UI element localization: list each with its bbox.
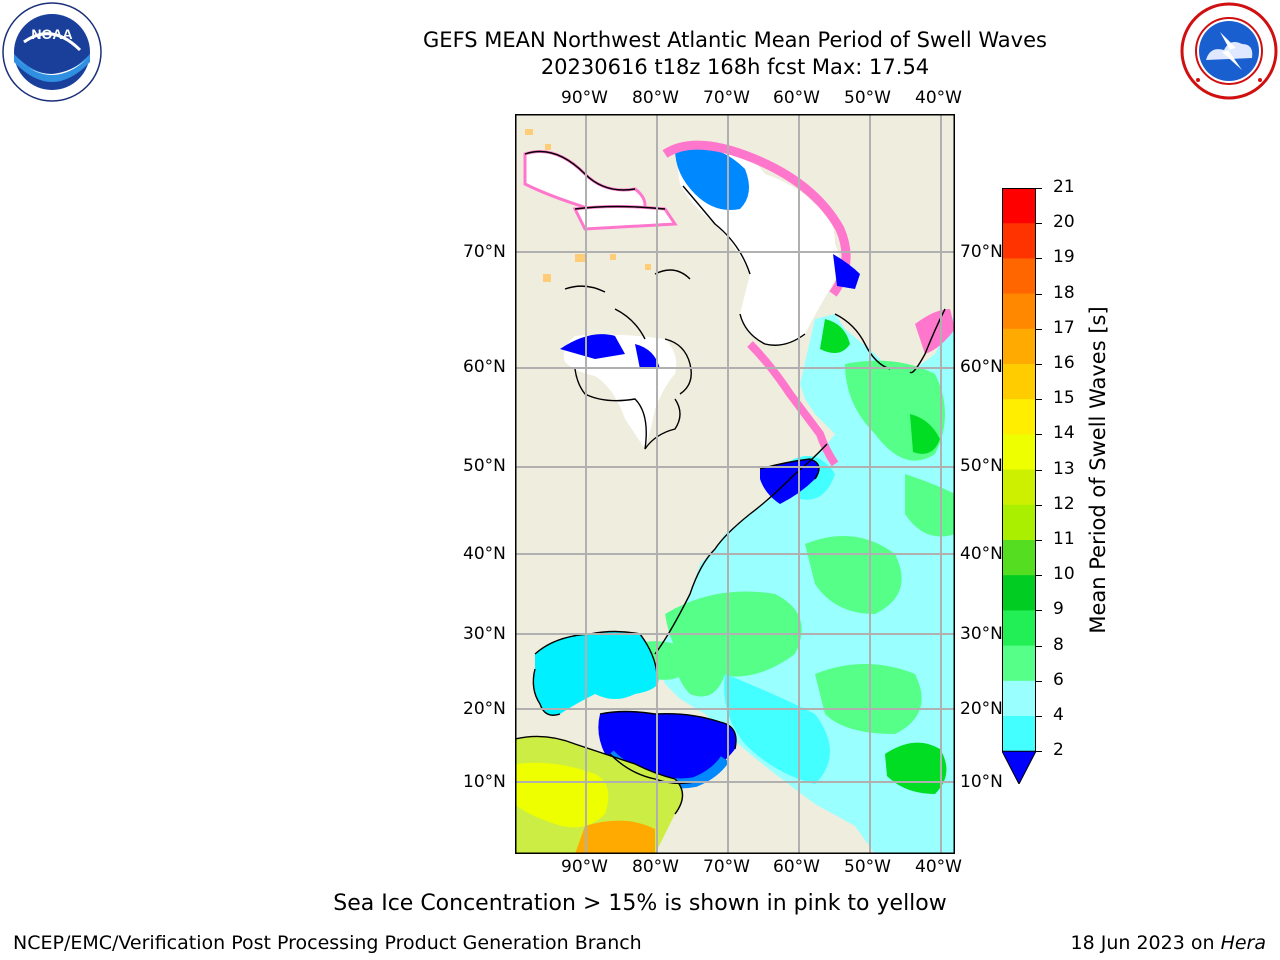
colorbar-swatch <box>1002 223 1036 259</box>
colorbar-swatch <box>1002 293 1036 330</box>
lat-label: 60°N <box>463 357 506 377</box>
coastlines <box>514 150 946 815</box>
colorbar-tick-label: 12 <box>1053 493 1075 514</box>
colorbar-swatch <box>1002 328 1036 365</box>
lon-label: 70°W <box>703 857 750 877</box>
colorbar-tick-mark <box>1036 645 1042 647</box>
map-frame <box>515 114 955 854</box>
colorbar-swatch <box>1002 364 1036 400</box>
colorbar-tick-mark <box>1036 223 1042 225</box>
lon-label: 70°W <box>703 88 750 108</box>
colorbar-tick-label: 11 <box>1053 529 1075 549</box>
map-title: GEFS MEAN Northwest Atlantic Mean Period… <box>423 28 1047 52</box>
lat-label: 10°N <box>463 772 506 792</box>
colorbar <box>1001 188 1037 786</box>
date-line: 18 Jun 2023 on Hera <box>1071 932 1266 954</box>
noaa-logo: NOAA <box>2 2 102 102</box>
colorbar-extension <box>1001 750 1037 786</box>
graticule <box>515 114 955 854</box>
colorbar-swatch <box>1002 399 1036 435</box>
colorbar-tick-label: 8 <box>1053 634 1064 655</box>
colorbar-tick-label: 6 <box>1053 669 1064 690</box>
lat-label: 70°N <box>960 242 1003 262</box>
colorbar-tick-mark <box>1036 188 1042 189</box>
lon-label: 50°W <box>844 88 891 108</box>
lat-label: 30°N <box>960 624 1003 644</box>
colorbar-tick-mark <box>1036 575 1042 577</box>
colorbar-tick-mark <box>1036 680 1042 682</box>
colorbar-tick-label: 10 <box>1053 564 1075 585</box>
colorbar-swatch <box>1002 645 1036 682</box>
date-text: 18 Jun 2023 on <box>1070 932 1221 954</box>
colorbar-tick-mark <box>1036 469 1042 471</box>
colorbar-tick-label: 4 <box>1053 705 1064 725</box>
colorbar-tick-label: 9 <box>1053 599 1064 620</box>
lat-label: 40°N <box>463 544 506 564</box>
lat-label: 60°N <box>960 357 1003 377</box>
lon-label: 50°W <box>844 857 891 877</box>
colorbar-tick-mark <box>1036 610 1042 612</box>
colorbar-tick-mark <box>1036 399 1042 401</box>
colorbar-tick-mark <box>1036 751 1042 753</box>
lon-label: 80°W <box>632 857 679 877</box>
nws-logo <box>1180 2 1278 100</box>
africa <box>875 804 955 854</box>
colorbar-tick-label: 16 <box>1053 353 1075 373</box>
lat-label: 20°N <box>463 699 506 719</box>
colorbar-swatch <box>1002 188 1036 224</box>
lat-label: 10°N <box>960 772 1003 792</box>
lon-label: 80°W <box>632 88 679 108</box>
colorbar-swatch <box>1002 469 1036 506</box>
colorbar-tick-label: 15 <box>1053 388 1075 409</box>
lat-label: 50°N <box>463 456 506 476</box>
gulf-of-mexico <box>533 631 659 716</box>
colorbar-swatch <box>1002 434 1036 471</box>
colorbar-swatch <box>1002 540 1036 576</box>
colorbar-tick-label: 21 <box>1053 177 1075 197</box>
colorbar-swatch <box>1002 575 1036 611</box>
colorbar-tick-label: 13 <box>1053 458 1075 479</box>
colorbar-swatch <box>1002 680 1036 717</box>
lat-label: 70°N <box>463 242 506 262</box>
lon-label: 90°W <box>561 88 608 108</box>
colorbar-swatch <box>1002 504 1036 541</box>
colorbar-swatches <box>1001 188 1037 786</box>
colorbar-tick-mark <box>1036 258 1042 260</box>
lat-label: 50°N <box>960 456 1003 476</box>
lon-label: 90°W <box>561 857 608 877</box>
colorbar-tick-mark <box>1036 504 1042 506</box>
colorbar-swatch <box>1002 716 1036 752</box>
map-subtitle: 20230616 t18z 168h fcst Max: 17.54 <box>540 55 930 79</box>
lat-label: 30°N <box>463 624 506 644</box>
svg-text:NOAA: NOAA <box>31 26 72 42</box>
colorbar-tick-mark <box>1036 540 1042 541</box>
colorbar-tick-mark <box>1036 293 1042 295</box>
map-canvas <box>514 114 955 854</box>
lon-label: 40°W <box>915 88 962 108</box>
colorbar-tick-label: 18 <box>1053 282 1075 303</box>
colorbar-tick-label: 14 <box>1053 423 1075 444</box>
colorbar-title: Mean Period of Swell Waves [s] <box>1086 306 1110 634</box>
colorbar-tick-mark <box>1036 328 1042 330</box>
colorbar-tick-mark <box>1036 434 1042 436</box>
colorbar-tick-label: 20 <box>1053 212 1075 233</box>
colorbar-swatch <box>1002 258 1036 295</box>
lat-label: 20°N <box>960 699 1003 719</box>
sea-ice-overlay <box>525 129 651 282</box>
map-panel <box>514 114 955 854</box>
colorbar-frame <box>1002 188 1036 752</box>
lon-label: 60°W <box>773 88 820 108</box>
colorbar-tick-mark <box>1036 716 1042 717</box>
lon-label: 60°W <box>773 857 820 877</box>
sea-ice-note: Sea Ice Concentration > 15% is shown in … <box>333 891 947 916</box>
colorbar-tick-label: 17 <box>1053 317 1075 338</box>
host-name: Hera <box>1220 932 1266 954</box>
colorbar-swatch <box>1002 610 1036 647</box>
colorbar-tick-label: 2 <box>1053 740 1064 761</box>
lon-label: 40°W <box>915 857 962 877</box>
colorbar-tick-label: 19 <box>1053 247 1075 268</box>
lat-label: 40°N <box>960 544 1003 564</box>
credit-line: NCEP/EMC/Verification Post Processing Pr… <box>13 932 642 954</box>
colorbar-tick-mark <box>1036 364 1042 365</box>
